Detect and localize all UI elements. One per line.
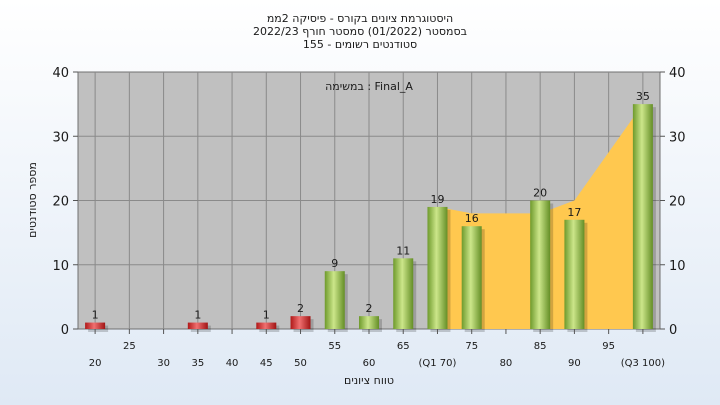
x-tick-label: 65 <box>397 341 410 352</box>
bar <box>427 206 448 329</box>
bar-value-label: 16 <box>465 212 479 225</box>
bar <box>530 200 551 329</box>
x-axis: 20 25 30 35 40 45 50 55 60 65 (Q1 70) 75 80 85 90 95 (Q3… <box>89 329 665 369</box>
x-tick-label: 40 <box>226 358 239 369</box>
bar-value-label: 35 <box>636 90 650 103</box>
bar-value-label: 19 <box>430 193 444 206</box>
x-tick-label: 90 <box>568 358 581 369</box>
y-tick-label-right: 40 <box>669 66 686 81</box>
y-tick-label-left: 20 <box>52 195 69 210</box>
x-tick-label: 95 <box>602 341 615 352</box>
x-tick-label: 30 <box>157 358 170 369</box>
bar-value-label: 11 <box>396 244 410 257</box>
bar <box>324 271 345 329</box>
x-tick-label: 60 <box>363 358 376 369</box>
chart-annotation: במשימה : Final_A <box>325 80 413 93</box>
bar-series <box>85 104 656 332</box>
bar-value-label: 2 <box>366 302 373 315</box>
y-tick-label-left: 0 <box>61 323 69 338</box>
bar-value-label: 9 <box>331 257 338 270</box>
chart-title-line-1: היסטוגרמת ציונים בקורס - פיסיקה 2ממ <box>267 12 453 25</box>
x-tick-label: 25 <box>123 341 136 352</box>
y-axis-left: 0 10 20 30 40 <box>52 66 78 338</box>
x-tick-label: 45 <box>260 358 273 369</box>
chart-title-line-2: בסמסטר (01/2022) סמסטר חורף 2022/23 <box>253 25 467 38</box>
bar <box>393 258 414 329</box>
chart-title-line-3: 155 - סטודנטים רשומים <box>303 38 417 51</box>
bar <box>461 226 482 329</box>
bar <box>632 104 653 329</box>
x-tick-label: 55 <box>328 341 341 352</box>
y-tick-label-left: 10 <box>52 259 69 274</box>
y-tick-label-right: 20 <box>669 195 686 210</box>
x-tick-label: 50 <box>294 358 307 369</box>
x-tick-label: 20 <box>89 358 102 369</box>
y-tick-label-right: 10 <box>669 259 686 274</box>
x-tick-label: (Q3 100) <box>621 358 665 369</box>
bar-value-label: 1 <box>92 309 99 322</box>
bar <box>187 322 208 329</box>
x-tick-label: (Q1 70) <box>418 358 456 369</box>
y-tick-label-left: 30 <box>52 130 69 145</box>
bar-value-label: 2 <box>297 302 304 315</box>
x-tick-label: 35 <box>191 358 204 369</box>
bar-value-label: 20 <box>533 187 547 200</box>
bar-value-label: 1 <box>194 309 201 322</box>
x-tick-label: 85 <box>534 341 547 352</box>
bar-value-label: 1 <box>263 309 270 322</box>
x-tick-label: 80 <box>500 358 513 369</box>
bar <box>85 322 106 329</box>
x-tick-label: 75 <box>465 341 478 352</box>
bar-value-label: 17 <box>567 206 581 219</box>
bar <box>359 316 379 329</box>
bar <box>290 316 311 329</box>
y-tick-label-right: 30 <box>669 130 686 145</box>
y-axis-label: מספר סטודנטים <box>26 162 39 238</box>
bar <box>256 322 277 329</box>
y-tick-label-left: 40 <box>52 66 69 81</box>
y-axis-right: 0 10 20 30 40 <box>660 66 686 338</box>
y-tick-label-right: 0 <box>669 323 677 338</box>
x-axis-label: טווח ציונים <box>344 374 394 387</box>
bar <box>564 219 585 329</box>
